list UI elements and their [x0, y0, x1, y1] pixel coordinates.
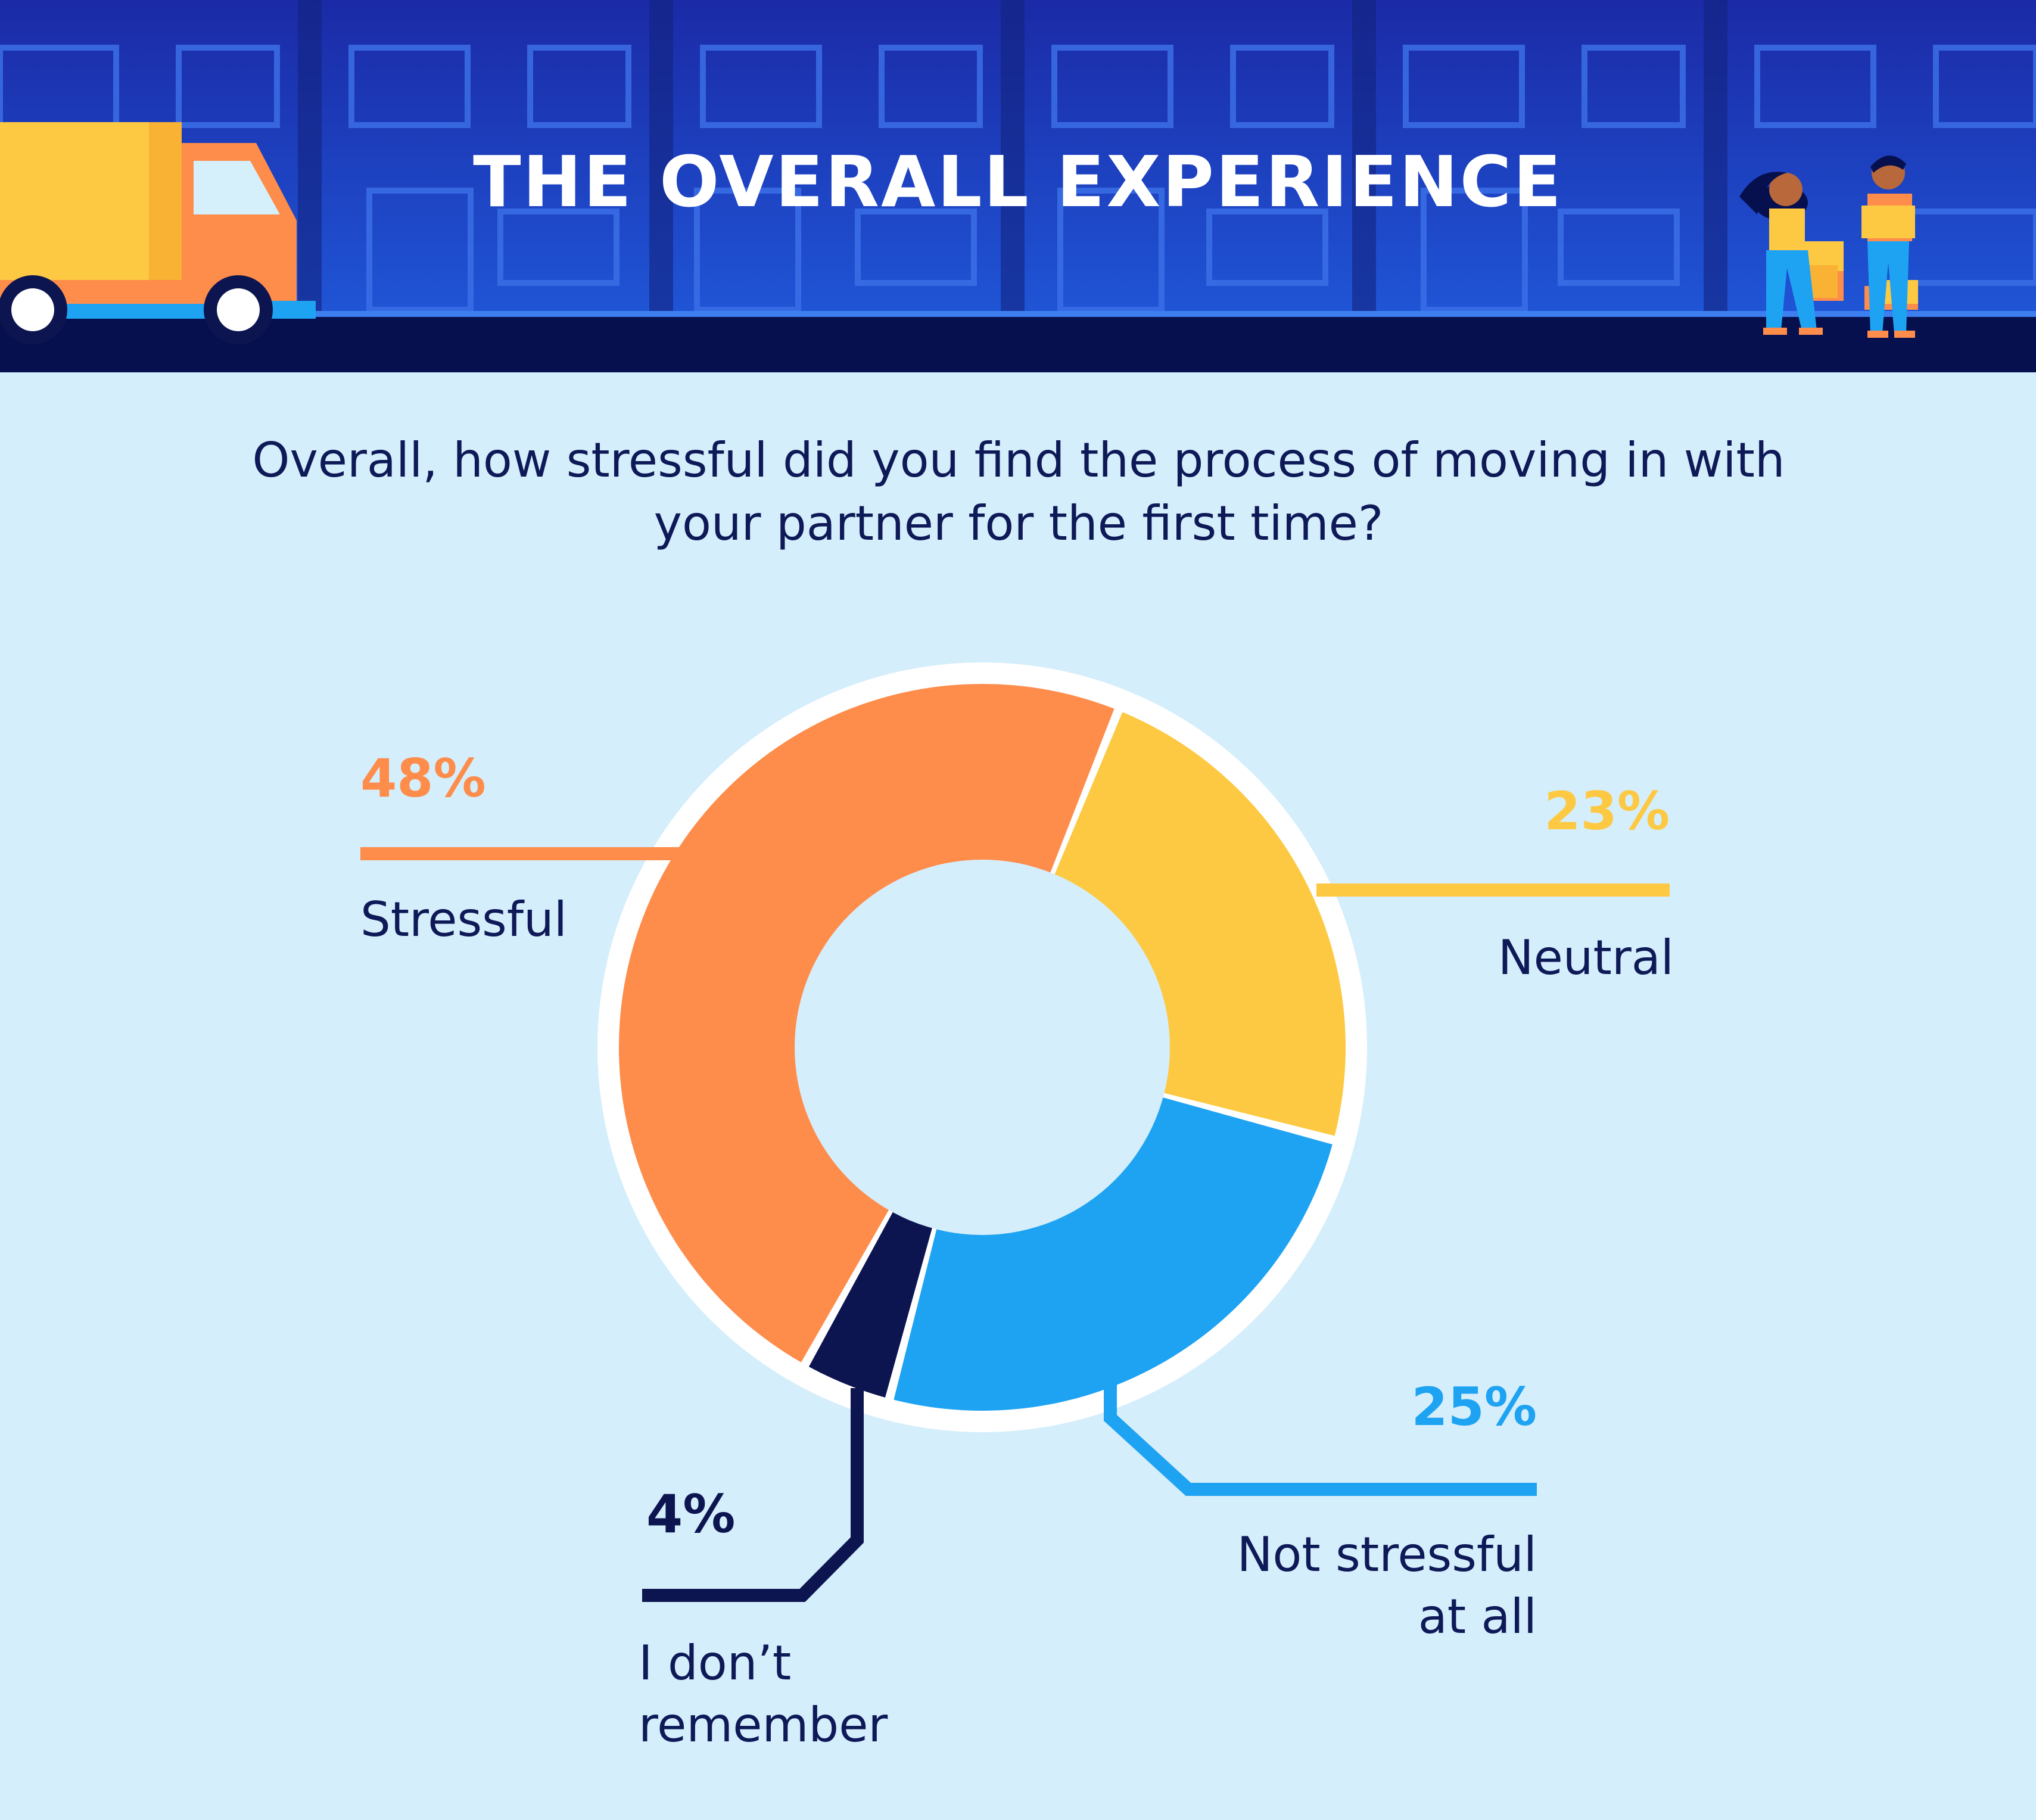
- leader-line-not-stressful: [1104, 1383, 1537, 1496]
- slice-neutral: [1052, 712, 1346, 1136]
- stressful-label: Stressful: [360, 892, 567, 947]
- header-title: THE OVERALL EXPERIENCE: [473, 141, 1563, 223]
- slice-not-stressful-at-all: [894, 1096, 1333, 1411]
- not-stressful-label: Not stressful at all: [1120, 1524, 1537, 1648]
- dont-remember-label-line2: remember: [639, 1697, 888, 1753]
- not-stressful-label-line1: Not stressful: [1237, 1527, 1537, 1582]
- couple-with-boxes-icon: [1739, 155, 1918, 338]
- dont-remember-label-line1: I don’t: [639, 1635, 792, 1691]
- donut-hole: [795, 860, 1170, 1235]
- header-banner: [0, 0, 2036, 372]
- moving-truck-icon: [0, 122, 316, 344]
- dont-remember-percent: 4%: [646, 1483, 736, 1545]
- street: [0, 315, 2036, 372]
- not-stressful-label-line2: at all: [1418, 1589, 1537, 1644]
- building-pillars: [298, 0, 1727, 316]
- neutral-label: Neutral: [1498, 930, 1674, 985]
- stressful-percent: 48%: [360, 748, 486, 809]
- not-stressful-percent: 25%: [1411, 1376, 1537, 1438]
- leader-line-dont-remember: [642, 1388, 864, 1602]
- slice-stressful: [618, 683, 1114, 1362]
- neutral-percent: 23%: [1544, 780, 1670, 842]
- chart-title: Overall, how stressful did you find the …: [252, 433, 1785, 551]
- slice-i-don-t-remember: [808, 1207, 934, 1398]
- dont-remember-label: I don’t remember: [639, 1632, 888, 1756]
- building-facade: [0, 45, 2036, 313]
